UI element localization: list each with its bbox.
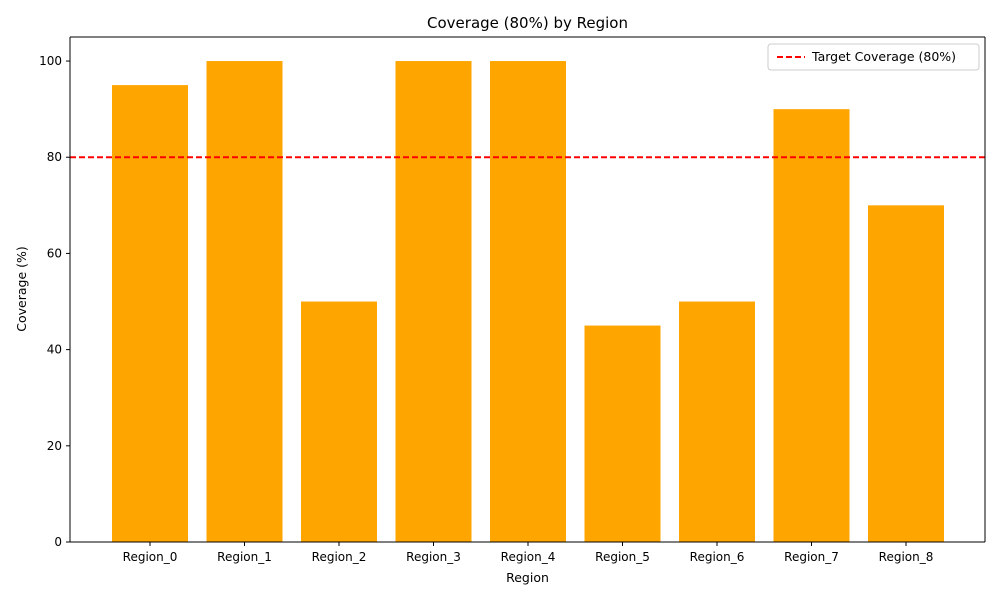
bar-region-6 [679, 301, 755, 542]
x-tick-label: Region_5 [595, 550, 650, 564]
bar-region-0 [112, 85, 188, 542]
x-tick-label: Region_6 [690, 550, 745, 564]
x-axis: Region_0 Region_1 Region_2 Region_3 Region_4… [123, 542, 934, 564]
legend-entry-label: Target Coverage (80%) [811, 49, 956, 64]
y-axis: 0 20 40 60 80 100 [39, 54, 70, 549]
bar-region-3 [395, 61, 472, 543]
y-tick-label: 20 [47, 439, 62, 453]
legend-frame [767, 43, 980, 71]
plot-frame [69, 36, 986, 543]
x-tick-label: Region_7 [784, 550, 839, 564]
x-tick-label: Region_2 [312, 550, 367, 564]
bars-group [112, 61, 944, 543]
chart-title: Coverage (80%) by Region [427, 14, 628, 32]
legend: Target Coverage (80%) [767, 43, 980, 71]
bar-region-1 [206, 61, 283, 543]
y-tick-label: 0 [54, 535, 62, 549]
bar-region-4 [490, 61, 566, 543]
x-axis-label: Region [506, 570, 549, 585]
y-tick-label: 100 [39, 54, 62, 68]
x-tick-label: Region_8 [879, 550, 934, 564]
y-tick-label: 60 [47, 246, 62, 260]
x-tick-label: Region_0 [123, 550, 178, 564]
x-tick-label: Region_3 [406, 550, 461, 564]
x-tick-label: Region_4 [501, 550, 556, 564]
y-tick-label: 40 [47, 343, 62, 357]
bar-region-5 [584, 325, 661, 542]
x-tick-label: Region_1 [217, 550, 272, 564]
y-tick-label: 80 [47, 150, 62, 164]
y-axis-label: Coverage (%) [14, 246, 29, 332]
bar-region-2 [301, 301, 377, 542]
bar-region-8 [868, 205, 944, 542]
bar-region-7 [773, 109, 850, 542]
